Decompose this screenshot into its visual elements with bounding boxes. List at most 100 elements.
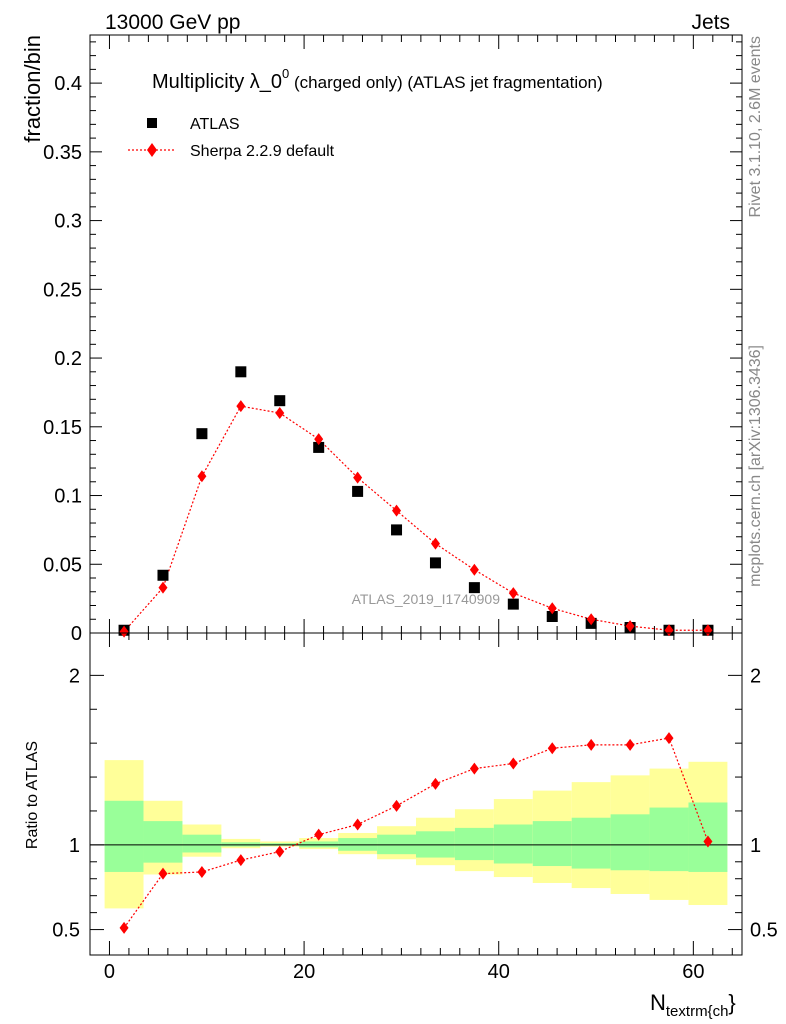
ratio-band-inner bbox=[649, 807, 689, 872]
ratio-point bbox=[547, 742, 557, 755]
ratio-point bbox=[197, 865, 207, 878]
main-ytick-label: 0.2 bbox=[54, 348, 82, 370]
main-panel: Multiplicity λ_00 (charged only) (ATLAS … bbox=[20, 34, 743, 645]
legend-atlas-marker bbox=[147, 118, 157, 128]
legend: ATLAS Sherpa 2.2.9 default bbox=[128, 116, 335, 160]
atlas-point bbox=[274, 395, 286, 407]
sherpa-point bbox=[547, 602, 557, 615]
ratio-y-ticks: 0.5 0.5 1 1 2 2 bbox=[52, 665, 778, 941]
ratio-ytick-label: 0.5 bbox=[52, 920, 80, 942]
ratio-xtick-label: 60 bbox=[682, 961, 704, 983]
ratio-bands bbox=[104, 760, 728, 909]
ratio-point bbox=[430, 777, 440, 790]
sherpa-line bbox=[123, 405, 708, 633]
ratio-point bbox=[275, 845, 285, 858]
header-right: Jets bbox=[691, 11, 730, 34]
header-left: 13000 GeV pp bbox=[105, 11, 240, 34]
ratio-point bbox=[664, 732, 674, 745]
atlas-point bbox=[157, 569, 169, 581]
sherpa-point bbox=[508, 587, 518, 600]
atlas-point bbox=[352, 485, 364, 497]
atlas-point bbox=[507, 598, 519, 610]
ratio-ytick-label-right: 0.5 bbox=[750, 920, 778, 942]
sherpa-point bbox=[119, 625, 129, 638]
title-superscript: 0 bbox=[282, 66, 289, 81]
watermark: ATLAS_2019_I1740909 bbox=[352, 591, 501, 607]
mcplots-label: mcplots.cern.ch [arXiv:1306.3436] bbox=[747, 345, 764, 587]
ratio-xtick-label: 0 bbox=[104, 961, 115, 983]
ratio-point bbox=[119, 921, 129, 934]
main-series bbox=[118, 366, 714, 638]
ratio-point bbox=[469, 762, 479, 775]
rivet-label: Rivet 3.1.10, 2.6M events bbox=[747, 36, 764, 217]
title-main: Multiplicity λ_0 bbox=[152, 71, 282, 93]
main-ytick-label: 0.1 bbox=[54, 486, 82, 508]
ratio-ytick-label: 1 bbox=[69, 835, 80, 857]
x-axis-label-main: N bbox=[650, 990, 666, 1015]
sherpa-point bbox=[275, 407, 285, 420]
ratio-ytick-label-right: 1 bbox=[750, 835, 761, 857]
main-frame bbox=[89, 34, 743, 634]
ratio-frame bbox=[89, 632, 743, 956]
sherpa-point bbox=[158, 581, 168, 594]
chart-title: Multiplicity λ_00 (charged only) (ATLAS … bbox=[152, 66, 603, 93]
y-axis-label: fraction/bin bbox=[20, 35, 45, 143]
ratio-point bbox=[586, 738, 596, 751]
legend-sherpa-label: Sherpa 2.2.9 default bbox=[190, 143, 335, 160]
x-axis-label: Ntextrm{ch} bbox=[650, 990, 736, 1020]
main-ytick-label: 0.15 bbox=[43, 417, 82, 439]
ratio-band-inner bbox=[571, 817, 611, 869]
ratio-point bbox=[625, 738, 635, 751]
ratio-band-inner bbox=[493, 824, 533, 864]
ratio-xtick-label: 20 bbox=[293, 961, 315, 983]
ratio-band-inner bbox=[182, 834, 222, 853]
ratio-point bbox=[353, 818, 363, 831]
main-ytick-label: 0.3 bbox=[54, 211, 82, 233]
main-ytick-label: 0.25 bbox=[43, 279, 82, 301]
sherpa-point bbox=[353, 471, 363, 484]
sherpa-point bbox=[236, 400, 246, 413]
ratio-ytick-label-right: 2 bbox=[750, 665, 761, 687]
ratio-band-inner bbox=[610, 814, 650, 871]
sherpa-point bbox=[430, 537, 440, 550]
ratio-point bbox=[236, 854, 246, 867]
sherpa-point bbox=[392, 504, 402, 517]
ratio-band-inner bbox=[532, 821, 572, 867]
ratio-point bbox=[158, 867, 168, 880]
atlas-point bbox=[546, 611, 558, 623]
ratio-point bbox=[508, 757, 518, 770]
ratio-band-inner bbox=[104, 800, 144, 872]
main-y-ticks: 0 0.05 0.1 0.15 0.2 0.25 0.3 0.35 0.4 bbox=[43, 41, 742, 645]
sherpa-point bbox=[314, 433, 324, 446]
ratio-point bbox=[314, 828, 324, 841]
atlas-point bbox=[429, 557, 441, 569]
legend-atlas-label: ATLAS bbox=[190, 116, 240, 133]
atlas-point bbox=[313, 441, 325, 453]
ratio-y-axis-label: Ratio to ATLAS bbox=[24, 741, 41, 849]
sherpa-point bbox=[586, 613, 596, 626]
main-ytick-label: 0.35 bbox=[43, 142, 82, 164]
atlas-point bbox=[196, 428, 208, 440]
ratio-point bbox=[392, 799, 402, 812]
x-axis-label-close: } bbox=[728, 990, 735, 1015]
atlas-point bbox=[391, 524, 403, 536]
sherpa-point bbox=[469, 563, 479, 576]
ratio-ytick-label: 2 bbox=[69, 665, 80, 687]
atlas-point bbox=[468, 582, 480, 594]
sherpa-point bbox=[625, 620, 635, 633]
ratio-series bbox=[119, 732, 713, 934]
ratio-panel: 0.5 0.5 1 1 2 2 0 20 40 60 Ratio to ATLAS Ntextr… bbox=[24, 632, 778, 1020]
main-ytick-label: 0.4 bbox=[54, 73, 82, 95]
ratio-band-inner bbox=[454, 827, 494, 861]
main-ytick-label: 0.05 bbox=[43, 554, 82, 576]
x-axis-label-sub: textrm{ch bbox=[666, 1003, 729, 1020]
ratio-x-ticks: 0 20 40 60 bbox=[104, 633, 733, 983]
main-ytick-label: 0 bbox=[71, 623, 82, 645]
ratio-xtick-label: 40 bbox=[488, 961, 510, 983]
ratio-band-inner bbox=[143, 821, 183, 863]
sherpa-point bbox=[197, 470, 207, 483]
ratio-point bbox=[703, 835, 713, 848]
legend-sherpa-marker bbox=[147, 143, 157, 157]
atlas-point bbox=[235, 366, 247, 378]
